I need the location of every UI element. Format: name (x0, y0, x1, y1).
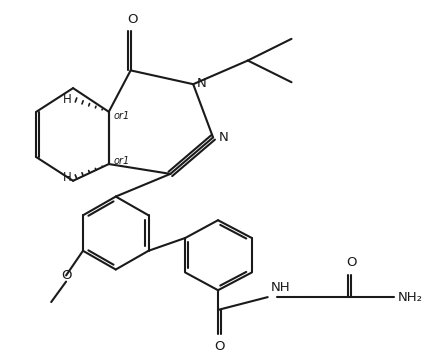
Text: O: O (346, 256, 356, 269)
Text: NH₂: NH₂ (398, 291, 423, 303)
Text: O: O (62, 269, 72, 282)
Text: or1: or1 (113, 111, 129, 121)
Text: O: O (127, 13, 138, 26)
Text: H: H (63, 92, 72, 106)
Text: NH: NH (271, 281, 291, 293)
Text: or1: or1 (113, 156, 129, 166)
Text: N: N (218, 131, 228, 144)
Text: O: O (214, 340, 225, 353)
Text: H: H (63, 171, 72, 184)
Text: N: N (197, 77, 206, 90)
